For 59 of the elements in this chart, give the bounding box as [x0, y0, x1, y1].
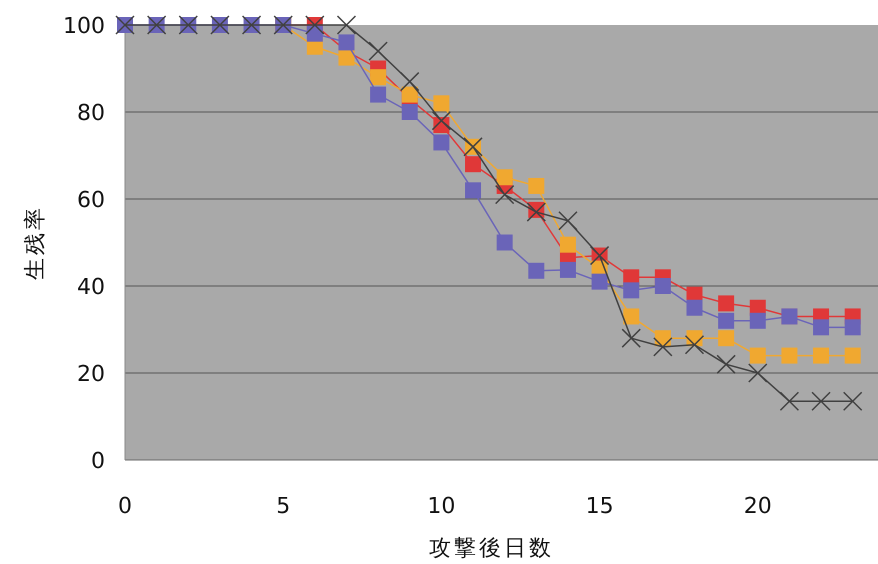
- point: [560, 262, 576, 278]
- point: [370, 86, 386, 103]
- point: [811, 392, 831, 412]
- x-tick-label: 15: [586, 494, 614, 519]
- x-tick-label: 20: [744, 494, 772, 519]
- point: [686, 300, 702, 316]
- point: [465, 156, 482, 172]
- point: [433, 134, 450, 150]
- point: [716, 354, 736, 374]
- x-tick-label: 5: [276, 494, 290, 519]
- point: [338, 34, 354, 50]
- y-tick-label: 60: [77, 188, 105, 213]
- point: [336, 15, 356, 35]
- point: [560, 236, 576, 253]
- point: [432, 110, 452, 130]
- point: [780, 392, 800, 412]
- point: [750, 312, 766, 329]
- point: [684, 334, 704, 354]
- point: [653, 337, 673, 357]
- point: [494, 184, 514, 204]
- point: [402, 86, 418, 103]
- point: [813, 348, 830, 364]
- point: [400, 72, 420, 92]
- point: [654, 278, 671, 294]
- point: [718, 295, 734, 312]
- x-tick-label: 0: [118, 494, 132, 519]
- point: [528, 262, 544, 279]
- point: [526, 202, 546, 222]
- point: [621, 328, 641, 348]
- point: [368, 41, 388, 61]
- point: [496, 234, 513, 250]
- point: [623, 308, 640, 324]
- point: [558, 211, 578, 230]
- point: [528, 178, 544, 194]
- y-tick-label: 80: [77, 101, 105, 126]
- point: [370, 69, 386, 86]
- point: [718, 312, 734, 329]
- y-axis-title: 生残率: [23, 205, 48, 280]
- point: [844, 319, 861, 336]
- point: [402, 104, 418, 120]
- point: [718, 330, 734, 346]
- point: [748, 363, 768, 383]
- point: [842, 392, 862, 412]
- y-tick-label: 100: [63, 14, 105, 39]
- point: [813, 319, 830, 336]
- point: [465, 182, 482, 198]
- y-tick-label: 20: [77, 362, 105, 387]
- point: [433, 95, 450, 112]
- y-tick-label: 0: [91, 449, 105, 474]
- point: [496, 169, 513, 186]
- point: [781, 348, 798, 364]
- point: [338, 50, 354, 66]
- point: [623, 282, 640, 298]
- x-axis-title: 攻撃後日数: [429, 536, 554, 561]
- point: [750, 348, 766, 364]
- point: [592, 274, 608, 290]
- point: [844, 348, 861, 364]
- x-tick-label: 10: [427, 494, 456, 519]
- y-tick-label: 40: [77, 275, 105, 300]
